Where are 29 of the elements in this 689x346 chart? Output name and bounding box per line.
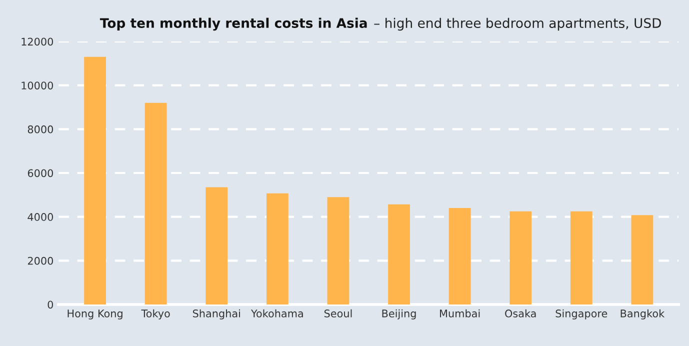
x-tick-label: Osaka <box>505 309 536 318</box>
x-tick-label: Seoul <box>324 309 352 318</box>
x-tick-label: Singapore <box>556 309 608 320</box>
bar <box>84 56 106 304</box>
x-tick-label: Yokohama <box>250 309 303 318</box>
bar <box>206 187 228 304</box>
bar <box>570 211 592 304</box>
bar <box>144 102 167 304</box>
y-tick-label: 4000 <box>28 213 54 221</box>
bar <box>327 197 350 304</box>
x-tick-label: Beijing <box>382 309 416 320</box>
y-tick-label: 10000 <box>22 82 54 90</box>
chart-title: Top ten monthly rental costs in Asia <box>100 18 367 31</box>
y-tick-label: 12000 <box>22 38 54 46</box>
x-tick-label: Tokyo <box>141 309 170 320</box>
bar <box>448 208 471 304</box>
x-tick-label: Hong Kong <box>68 310 122 320</box>
y-tick-label: 6000 <box>28 169 54 178</box>
x-tick-label: Mumbai <box>440 309 480 318</box>
bar <box>266 193 288 304</box>
y-tick-label: 0 <box>48 300 54 309</box>
bar <box>631 215 654 304</box>
x-tick-label: Shanghai <box>192 309 240 320</box>
x-tick-label: Bangkok <box>620 309 665 320</box>
bar <box>388 204 410 304</box>
bar <box>510 211 532 304</box>
y-tick-label: 2000 <box>28 256 54 265</box>
y-tick-label: 8000 <box>28 125 54 134</box>
chart-subtitle: – high end three bedroom apartments, USD <box>374 18 661 31</box>
